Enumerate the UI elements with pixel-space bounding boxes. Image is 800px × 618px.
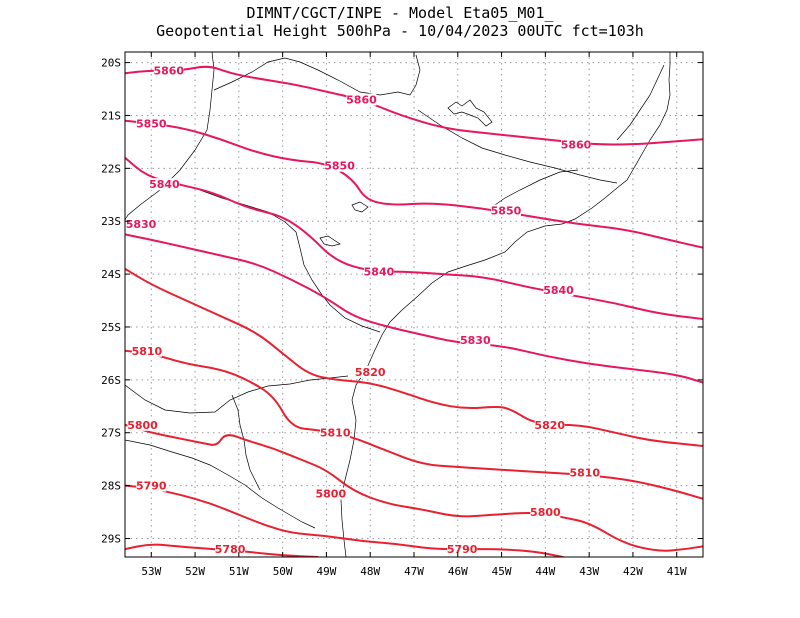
coastline <box>340 52 671 558</box>
contour-label-5810-1: 5810 <box>320 427 351 440</box>
map-title: DIMNT/CGCT/INPE - Model Eta05_M01_ Geopo… <box>0 4 800 40</box>
contour-labels: 5860 5860 5860 5850 5850 5850 5840 5840 5840 5830… <box>126 64 600 556</box>
contour-label-bg-5860-0 <box>153 64 184 77</box>
title-line-1: DIMNT/CGCT/INPE - Model Eta05_M01_ <box>246 4 554 22</box>
contour-label-5830-0: 5830 <box>126 218 157 231</box>
state-border-mg-rj <box>417 109 618 184</box>
contour-label-5800-2: 5800 <box>530 506 561 519</box>
contour-label-bg-5800-0 <box>127 418 158 431</box>
lake-pr <box>319 235 341 247</box>
lat-tick-label-3: 23S <box>101 215 121 228</box>
contour-label-5800-1: 5800 <box>315 488 346 501</box>
lat-tick-label-1: 21S <box>101 109 121 122</box>
lon-tick-label-9: 44W <box>535 565 555 578</box>
contour-label-bg-5780-0 <box>215 543 246 556</box>
contour-label-5860-2: 5860 <box>561 139 592 152</box>
contour-label-5780-0: 5780 <box>215 543 246 556</box>
contour-5780 <box>125 543 319 557</box>
contour-label-5840-2: 5840 <box>543 284 574 297</box>
contour-label-bg-5800-2 <box>530 506 561 519</box>
lake-furnas <box>447 99 493 127</box>
contour-label-5820-1: 5820 <box>534 419 565 432</box>
contour-label-bg-5810-0 <box>131 344 162 357</box>
lat-tick-label-2: 22S <box>101 162 121 175</box>
contour-label-5840-1: 5840 <box>364 265 395 278</box>
axis-ticks: 53W 52W 51W 50W 49W 48W 47W 46W 45W 44W 43W 42W 41W 2… <box>101 52 703 578</box>
contour-label-bg-5840-2 <box>543 283 574 296</box>
state-border-sp-pr <box>199 189 381 333</box>
lon-tick-label-5: 48W <box>360 565 380 578</box>
contour-label-bg-5830-1 <box>460 334 491 347</box>
state-border-mg-sp <box>213 54 421 96</box>
contour-label-bg-5790-0 <box>136 479 167 492</box>
state-border-sc-rs <box>124 439 316 529</box>
contour-label-bg-5850-1 <box>324 159 355 172</box>
contour-label-bg-5850-0 <box>136 117 167 130</box>
lat-tick-label-4: 24S <box>101 268 121 281</box>
contour-label-5820-0: 5820 <box>355 366 386 379</box>
contour-label-5840-0: 5840 <box>149 178 180 191</box>
state-border-mg-es <box>616 64 665 141</box>
contour-label-5800-0: 5800 <box>127 419 158 432</box>
contour-label-bg-5800-1 <box>315 487 346 500</box>
contour-label-bg-5820-0 <box>355 365 386 378</box>
lon-tick-label-8: 45W <box>492 565 512 578</box>
contour-label-5860-1: 5860 <box>346 94 377 107</box>
contour-label-bg-5860-2 <box>561 138 592 151</box>
state-border-pr-sc <box>124 375 349 414</box>
contour-5830 <box>125 233 703 384</box>
contour-label-bg-5840-0 <box>149 178 180 191</box>
contour-label-bg-5790-1 <box>447 543 478 556</box>
contour-label-5850-0: 5850 <box>136 117 167 130</box>
lat-tick-label-7: 27S <box>101 427 121 440</box>
contour-label-5850-1: 5850 <box>324 160 355 173</box>
lake-sp <box>351 201 369 213</box>
contour-label-bg-5840-1 <box>363 265 394 278</box>
lat-tick-label-0: 20S <box>101 57 121 70</box>
contour-5850 <box>125 119 703 249</box>
lon-tick-label-1: 52W <box>185 565 205 578</box>
lon-tick-label-6: 47W <box>404 565 424 578</box>
contour-label-5790-1: 5790 <box>447 543 478 556</box>
contour-label-bg-5810-1 <box>320 426 351 439</box>
contour-5800 <box>125 423 703 552</box>
lon-tick-label-11: 42W <box>623 565 643 578</box>
lat-tick-label-8: 28S <box>101 480 121 493</box>
lat-tick-label-6: 26S <box>101 374 121 387</box>
lon-tick-label-10: 43W <box>579 565 599 578</box>
lon-tick-label-4: 49W <box>316 565 336 578</box>
lon-tick-label-2: 51W <box>229 565 249 578</box>
plot-area <box>125 52 703 557</box>
contour-label-bg-5850-2 <box>490 204 521 217</box>
lat-tick-label-5: 25S <box>101 321 121 334</box>
lon-tick-label-7: 46W <box>448 565 468 578</box>
lon-tick-label-3: 50W <box>273 565 293 578</box>
contour-label-bg-5810-2 <box>569 466 600 479</box>
lon-tick-label-12: 41W <box>667 565 687 578</box>
contour-label-bg-5830-0 <box>126 217 156 230</box>
lon-tick-label-0: 53W <box>141 565 161 578</box>
title-line-2: Geopotential Height 500hPa - 10/04/2023 … <box>156 22 644 40</box>
contour-label-bg-5860-1 <box>346 93 377 106</box>
state-border-rj-sp <box>494 169 579 206</box>
contour-label-bg-5820-1 <box>534 418 565 431</box>
contour-label-5830-1: 5830 <box>460 334 491 347</box>
contour-label-5790-0: 5790 <box>136 480 167 493</box>
contour-label-5860-0: 5860 <box>153 65 184 78</box>
lat-tick-label-9: 29S <box>101 532 121 545</box>
contour-5790 <box>125 484 564 557</box>
contour-label-5850-2: 5850 <box>491 205 522 218</box>
contour-label-5810-0: 5810 <box>132 345 163 358</box>
state-border-west <box>124 51 215 221</box>
contour-label-5810-2: 5810 <box>569 466 600 479</box>
